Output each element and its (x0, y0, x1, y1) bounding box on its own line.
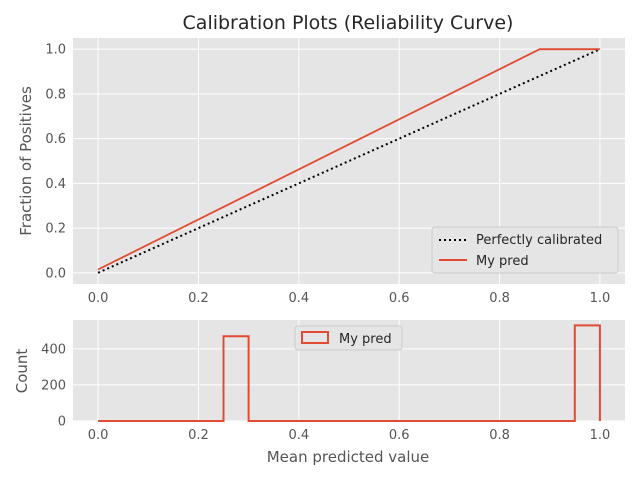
calibration-plot-x-ticks: 0.0 0.2 0.4 0.6 0.8 1.0 (88, 291, 611, 306)
y-axis-label-count: Count (13, 349, 31, 394)
x-tick-label: 1.0 (590, 291, 611, 306)
calibration-legend: Perfectly calibrated My pred (431, 226, 619, 274)
x-tick-label: 0.4 (288, 428, 309, 443)
y-tick-label: 0.0 (45, 266, 66, 281)
calibration-legend-box (431, 226, 619, 274)
calibration-plot-series (97, 48, 601, 274)
x-tick-label: 0.8 (489, 291, 510, 306)
y-tick-label: 0.4 (45, 177, 66, 192)
y-axis-label-fraction-of-positives: Fraction of Positives (17, 86, 35, 236)
x-tick-label: 0.0 (88, 428, 109, 443)
x-tick-label: 0.4 (288, 291, 309, 306)
y-tick-label: 400 (41, 342, 66, 357)
y-tick-label: 0 (58, 415, 66, 430)
histogram-series (98, 324, 601, 422)
y-tick-label: 0.2 (45, 222, 66, 237)
histogram-y-ticks: 0 200 400 (41, 342, 66, 429)
histogram-step-my-pred (98, 324, 601, 422)
legend-swatch-my-pred-histogram (301, 331, 329, 344)
x-tick-label: 1.0 (590, 428, 611, 443)
x-tick-label: 0.8 (489, 428, 510, 443)
legend-label-perfectly-calibrated: Perfectly calibrated (476, 233, 602, 248)
y-tick-label: 1.0 (45, 43, 66, 58)
x-axis-label-mean-predicted-value: Mean predicted value (267, 448, 430, 466)
histogram-panel: 0.0 0.2 0.4 0.6 0.8 1.0 0 200 400 Mean predicte… (13, 320, 625, 466)
y-tick-label: 0.6 (45, 132, 66, 147)
x-tick-label: 0.6 (389, 428, 410, 443)
histogram-x-ticks: 0.0 0.2 0.4 0.6 0.8 1.0 (88, 428, 611, 443)
x-tick-label: 0.2 (188, 428, 209, 443)
x-tick-label: 0.6 (389, 291, 410, 306)
x-tick-label: 0.2 (188, 291, 209, 306)
legend-label-my-pred: My pred (476, 254, 529, 269)
series-line-my-pred (97, 48, 600, 271)
chart-title: Calibration Plots (Reliability Curve) (183, 12, 514, 34)
calibration-plot-y-ticks: 0.0 0.2 0.4 0.6 0.8 1.0 (45, 43, 66, 282)
series-line-perfectly-calibrated (97, 48, 601, 274)
y-tick-label: 200 (41, 378, 66, 393)
calibration-plot-panel: 0.0 0.2 0.4 0.6 0.8 1.0 0.0 0.2 0.4 0.6 0.8 1.0 Ca… (17, 12, 625, 306)
y-tick-label: 0.8 (45, 87, 66, 102)
x-tick-label: 0.0 (88, 291, 109, 306)
histogram-legend: My pred (294, 325, 403, 351)
legend-label-my-pred-histogram: My pred (339, 332, 392, 347)
